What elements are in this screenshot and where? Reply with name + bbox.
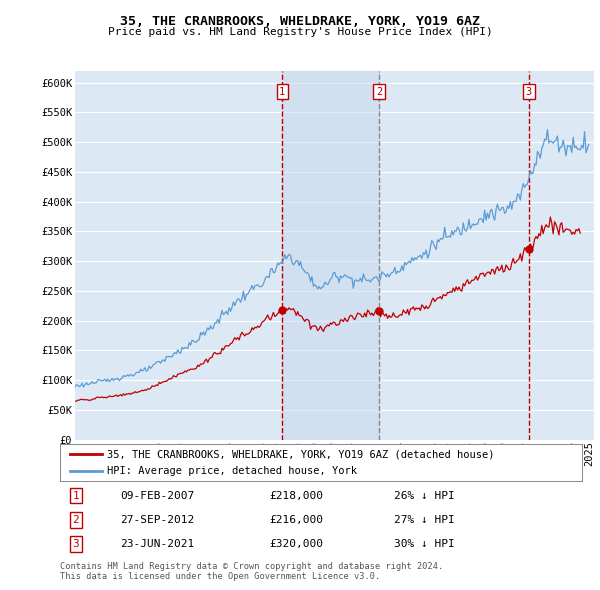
Text: 30% ↓ HPI: 30% ↓ HPI (394, 539, 455, 549)
Text: 09-FEB-2007: 09-FEB-2007 (120, 491, 194, 501)
Text: 2: 2 (376, 87, 382, 97)
Text: 35, THE CRANBROOKS, WHELDRAKE, YORK, YO19 6AZ (detached house): 35, THE CRANBROOKS, WHELDRAKE, YORK, YO1… (107, 449, 494, 459)
Text: 27% ↓ HPI: 27% ↓ HPI (394, 515, 455, 525)
Text: 1: 1 (279, 87, 286, 97)
Text: £218,000: £218,000 (269, 491, 323, 501)
Text: 2: 2 (72, 515, 79, 525)
Text: 1: 1 (72, 491, 79, 501)
Text: Contains HM Land Registry data © Crown copyright and database right 2024.
This d: Contains HM Land Registry data © Crown c… (60, 562, 443, 581)
Text: 23-JUN-2021: 23-JUN-2021 (120, 539, 194, 549)
Text: 26% ↓ HPI: 26% ↓ HPI (394, 491, 455, 501)
Text: 3: 3 (72, 539, 79, 549)
Text: Price paid vs. HM Land Registry's House Price Index (HPI): Price paid vs. HM Land Registry's House … (107, 27, 493, 37)
Text: 27-SEP-2012: 27-SEP-2012 (120, 515, 194, 525)
Text: 3: 3 (526, 87, 532, 97)
Text: £320,000: £320,000 (269, 539, 323, 549)
Text: HPI: Average price, detached house, York: HPI: Average price, detached house, York (107, 466, 357, 476)
Text: £216,000: £216,000 (269, 515, 323, 525)
Text: 35, THE CRANBROOKS, WHELDRAKE, YORK, YO19 6AZ: 35, THE CRANBROOKS, WHELDRAKE, YORK, YO1… (120, 15, 480, 28)
Bar (282, 71, 379, 440)
